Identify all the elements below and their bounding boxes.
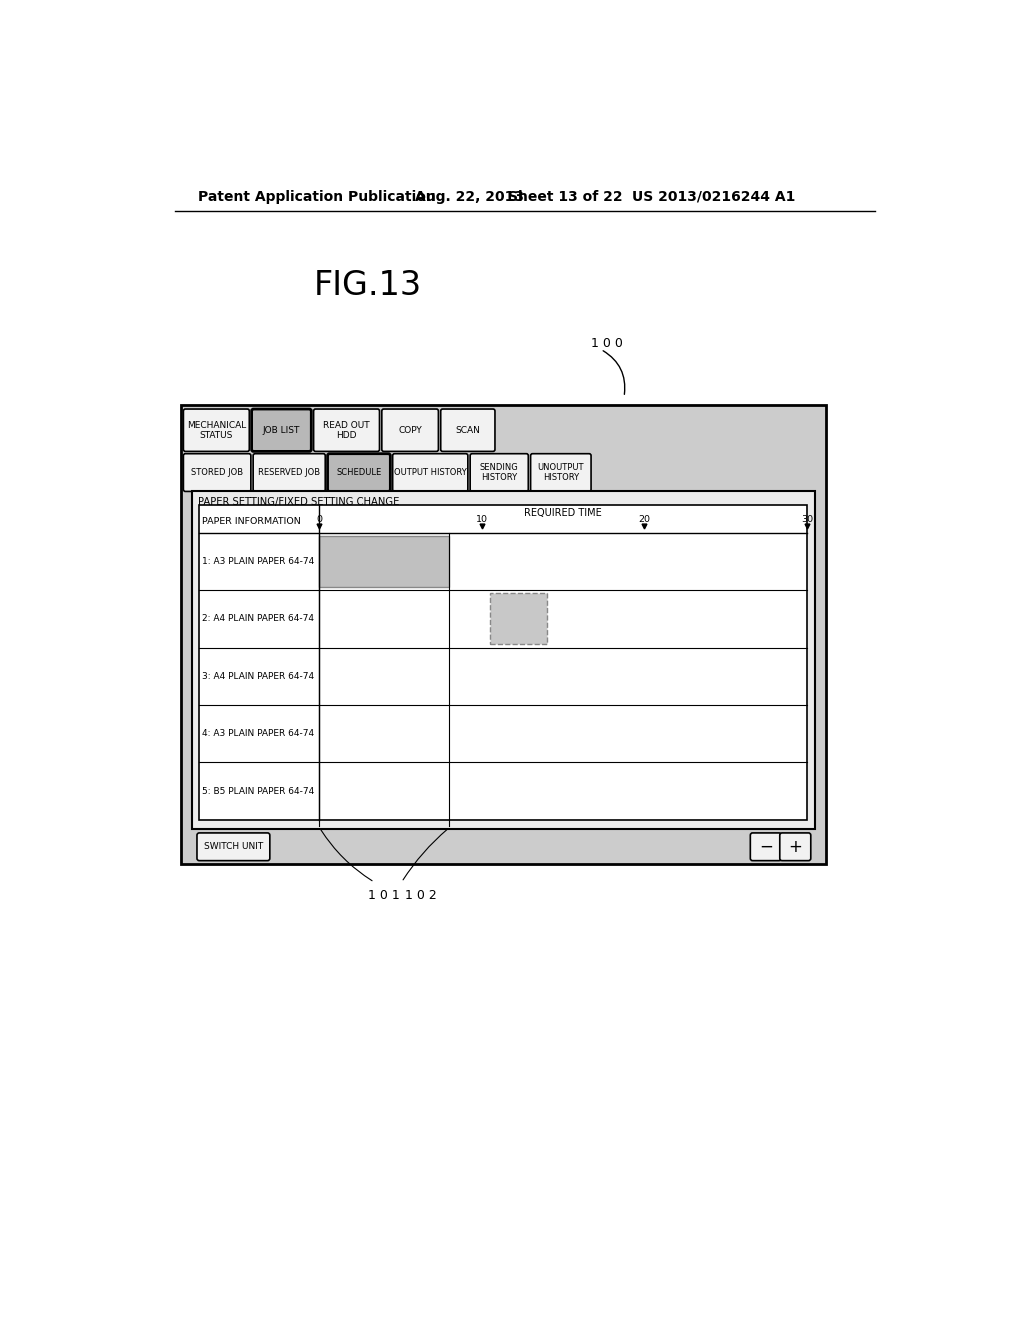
Text: PAPER INFORMATION: PAPER INFORMATION [203,517,301,527]
FancyBboxPatch shape [530,454,591,491]
Text: 4: A3 PLAIN PAPER 64-74: 4: A3 PLAIN PAPER 64-74 [203,729,314,738]
Text: OUTPUT HISTORY: OUTPUT HISTORY [394,469,467,477]
FancyBboxPatch shape [392,454,468,491]
Text: 1 0 0: 1 0 0 [592,337,624,350]
FancyBboxPatch shape [328,454,390,491]
Bar [490,593,547,644]
Text: FIG.13: FIG.13 [314,269,422,302]
Text: Sheet 13 of 22: Sheet 13 of 22 [508,190,623,203]
Text: 30: 30 [801,515,813,524]
Text: SCHEDULE: SCHEDULE [336,469,382,477]
Text: 5: B5 PLAIN PAPER 64-74: 5: B5 PLAIN PAPER 64-74 [203,787,314,796]
Text: UNOUTPUT
HISTORY: UNOUTPUT HISTORY [538,463,584,482]
Text: SCAN: SCAN [456,426,480,434]
Text: Patent Application Publication: Patent Application Publication [198,190,435,203]
FancyBboxPatch shape [252,409,311,451]
Text: 3: A4 PLAIN PAPER 64-74: 3: A4 PLAIN PAPER 64-74 [203,672,314,681]
Text: 1 0 1: 1 0 1 [369,888,400,902]
Text: MECHANICAL
STATUS: MECHANICAL STATUS [186,421,246,440]
Text: READ OUT
HDD: READ OUT HDD [324,421,370,440]
Text: 0: 0 [316,515,323,524]
FancyBboxPatch shape [470,454,528,491]
Text: −: − [759,838,773,855]
Text: PAPER SETTING/FIXED SETTING CHANGE: PAPER SETTING/FIXED SETTING CHANGE [198,496,399,507]
Text: JOB LIST: JOB LIST [263,426,300,434]
FancyBboxPatch shape [197,833,270,861]
Text: +: + [788,838,802,855]
FancyBboxPatch shape [183,409,249,451]
FancyBboxPatch shape [382,409,438,451]
Bar [180,405,825,865]
Text: SWITCH UNIT: SWITCH UNIT [204,842,263,851]
Text: 20: 20 [638,515,650,524]
Text: Aug. 22, 2013: Aug. 22, 2013 [415,190,523,203]
FancyBboxPatch shape [313,409,380,451]
Text: 10: 10 [476,515,487,524]
Bar [191,491,815,829]
FancyBboxPatch shape [779,833,811,861]
Text: COPY: COPY [398,426,422,434]
FancyBboxPatch shape [253,454,326,491]
Text: 1: A3 PLAIN PAPER 64-74: 1: A3 PLAIN PAPER 64-74 [203,557,314,566]
FancyBboxPatch shape [440,409,495,451]
Bar [200,506,807,820]
Text: REQUIRED TIME: REQUIRED TIME [524,508,602,517]
Bar [319,536,450,587]
Text: SENDING
HISTORY: SENDING HISTORY [480,463,518,482]
Text: US 2013/0216244 A1: US 2013/0216244 A1 [632,190,795,203]
Text: 1 0 2: 1 0 2 [404,888,436,902]
Text: STORED JOB: STORED JOB [191,469,243,477]
FancyBboxPatch shape [183,454,251,491]
Text: RESERVED JOB: RESERVED JOB [258,469,321,477]
Text: 2: A4 PLAIN PAPER 64-74: 2: A4 PLAIN PAPER 64-74 [203,614,314,623]
FancyBboxPatch shape [751,833,781,861]
